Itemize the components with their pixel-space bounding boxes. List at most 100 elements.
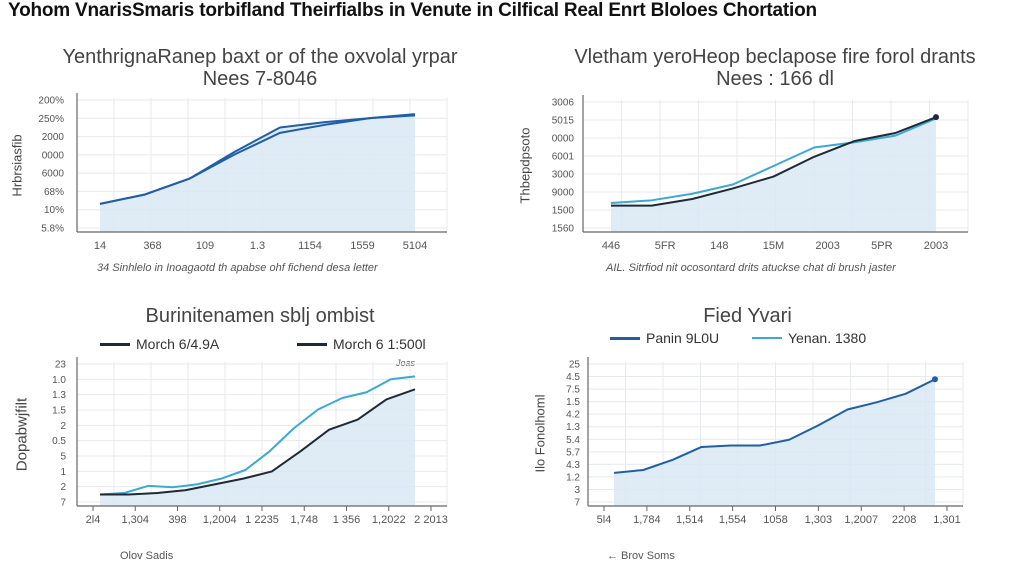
y-tick-label: 7 xyxy=(574,498,580,509)
y-tick-label: 1.5 xyxy=(52,406,66,417)
y-tick-label: 4.2 xyxy=(566,410,580,421)
series-line xyxy=(613,378,936,474)
x-tick-label: 1559 xyxy=(350,240,374,252)
chart-3-title: Burinitenamen sblj ombist xyxy=(40,305,480,327)
y-tick-label: 25 xyxy=(569,360,581,371)
y-tick-label: 5.8% xyxy=(41,224,64,235)
y-tick-label: 2 xyxy=(60,482,66,493)
x-tick-label: 1,301 xyxy=(933,514,961,526)
chart-2-title-text: Vletham yeroHeop beclapose fire forol dr… xyxy=(574,46,976,68)
x-tick-label: 1 2235 xyxy=(245,514,279,526)
chart-3-annotation: Joas xyxy=(396,358,416,368)
chart-3-legend-1: Morch 6/4.9A xyxy=(100,336,219,352)
y-tick-label: 68% xyxy=(44,187,64,198)
legend-swatch xyxy=(100,342,130,346)
chart-4-legend-2: Yenan. 1380 xyxy=(752,330,866,346)
y-tick-label: 1.2 xyxy=(566,472,580,483)
x-tick-label: 5104 xyxy=(403,240,427,252)
x-tick-label: 1154 xyxy=(298,240,322,252)
area-fill xyxy=(100,114,415,232)
x-tick-label: 1,748 xyxy=(290,514,318,526)
x-tick-label: 1,784 xyxy=(633,514,661,526)
y-tick-label: 250% xyxy=(38,114,64,125)
chart-1-subtitle: Nees 7-8046 xyxy=(202,68,318,90)
x-tick-label: 398 xyxy=(168,514,186,526)
legend-label: Panin 9L0U xyxy=(646,330,720,346)
y-tick-label: 1.3 xyxy=(566,422,580,433)
end-marker xyxy=(932,376,938,383)
x-tick-label: 1,514 xyxy=(676,514,704,526)
x-tick-label: 5FR xyxy=(655,240,676,252)
y-tick-label: 3006 xyxy=(552,98,575,109)
x-tick-label: 1,2022 xyxy=(372,514,406,526)
y-tick-label: 4.3 xyxy=(566,460,580,471)
x-tick-label: 2208 xyxy=(892,514,916,526)
chart-4-title-text: Fied Yvari xyxy=(703,305,792,327)
y-tick-label: 5015 xyxy=(552,116,575,127)
x-tick-label: 1,303 xyxy=(805,514,833,526)
y-tick-label: 0000 xyxy=(552,134,575,145)
x-tick-label: 2 2013 xyxy=(414,514,448,526)
legend-swatch xyxy=(297,342,327,346)
x-tick-label: 2003 xyxy=(815,240,839,252)
y-tick-label: 1.3 xyxy=(52,390,66,401)
main-title: Yohom VnarisSmaris torbifland Theirfialb… xyxy=(8,0,817,21)
chart-2-title: Vletham yeroHeop beclapose fire forol dr… xyxy=(555,46,995,90)
legend-label: Morch 6 1:500l xyxy=(333,336,426,352)
legend-label: Morch 6/4.9A xyxy=(136,336,220,352)
x-tick-label: 368 xyxy=(143,240,161,252)
x-tick-label: 5l4 xyxy=(597,514,612,526)
chart-3-title-text: Burinitenamen sblj ombist xyxy=(145,305,375,327)
chart-2-footnote: AIL. Sitrfiod nit ocosontard drits atuck… xyxy=(606,262,896,274)
y-tick-label: 3000 xyxy=(552,170,575,181)
x-tick-label: 15M xyxy=(763,240,784,252)
y-tick-label: 1560 xyxy=(552,224,575,235)
x-tick-label: 1.3 xyxy=(250,240,265,252)
chart-3-footnote: Olov Sadis xyxy=(120,550,174,562)
x-tick-label: 2003 xyxy=(924,240,948,252)
y-tick-label: 1.0 xyxy=(52,375,66,386)
legend-label: Yenan. 1380 xyxy=(788,330,867,346)
x-tick-label: 1,554 xyxy=(719,514,747,526)
x-tick-label: 148 xyxy=(710,240,728,252)
series-line xyxy=(99,113,416,205)
x-tick-label: 446 xyxy=(602,240,620,252)
y-tick-label: 10% xyxy=(44,205,64,216)
y-tick-label: 1.5 xyxy=(566,397,580,408)
legend-swatch xyxy=(752,337,782,339)
y-tick-label: 0000 xyxy=(42,150,65,161)
chart-4-title: Fied Yvari xyxy=(555,305,940,327)
chart-4-footnote: ← Brov Soms xyxy=(607,550,675,562)
y-tick-label: 2 xyxy=(60,421,66,432)
series-line xyxy=(100,388,416,496)
legend-swatch xyxy=(610,336,640,340)
y-tick-label: 200% xyxy=(38,96,64,107)
x-tick-label: 2l4 xyxy=(86,514,101,526)
x-tick-label: 1 356 xyxy=(333,514,361,526)
y-tick-label: 7 xyxy=(60,498,66,509)
area-fill xyxy=(611,117,936,232)
x-tick-label: 1,2007 xyxy=(844,514,878,526)
y-tick-label: 1 xyxy=(60,467,66,478)
x-tick-label: 1,2004 xyxy=(203,514,237,526)
chart-3-legend-2: Morch 6 1:500l xyxy=(297,336,426,352)
y-tick-label: 4.5 xyxy=(566,372,580,383)
area-fill xyxy=(100,389,415,506)
y-tick-label: 3 xyxy=(574,485,580,496)
y-tick-label: 23 xyxy=(55,360,67,371)
x-tick-label: 1,304 xyxy=(121,514,149,526)
x-tick-label: 109 xyxy=(196,240,214,252)
end-marker xyxy=(933,114,939,121)
y-tick-label: 1500 xyxy=(552,206,575,217)
series-line xyxy=(99,375,416,496)
y-tick-label: 6000 xyxy=(42,169,65,180)
chart-4-legend-1: Panin 9L0U xyxy=(610,330,719,346)
x-tick-label: 5PR xyxy=(871,240,892,252)
y-tick-label: 5.7 xyxy=(566,447,580,458)
x-tick-label: 1058 xyxy=(763,514,787,526)
chart-1-footnote: 34 Sinhlelo in Inoagaotd th apabse ohf f… xyxy=(97,262,378,274)
y-tick-label: 7.5 xyxy=(566,385,580,396)
x-tick-label: 14 xyxy=(94,240,106,252)
y-tick-label: 5.4 xyxy=(566,435,580,446)
